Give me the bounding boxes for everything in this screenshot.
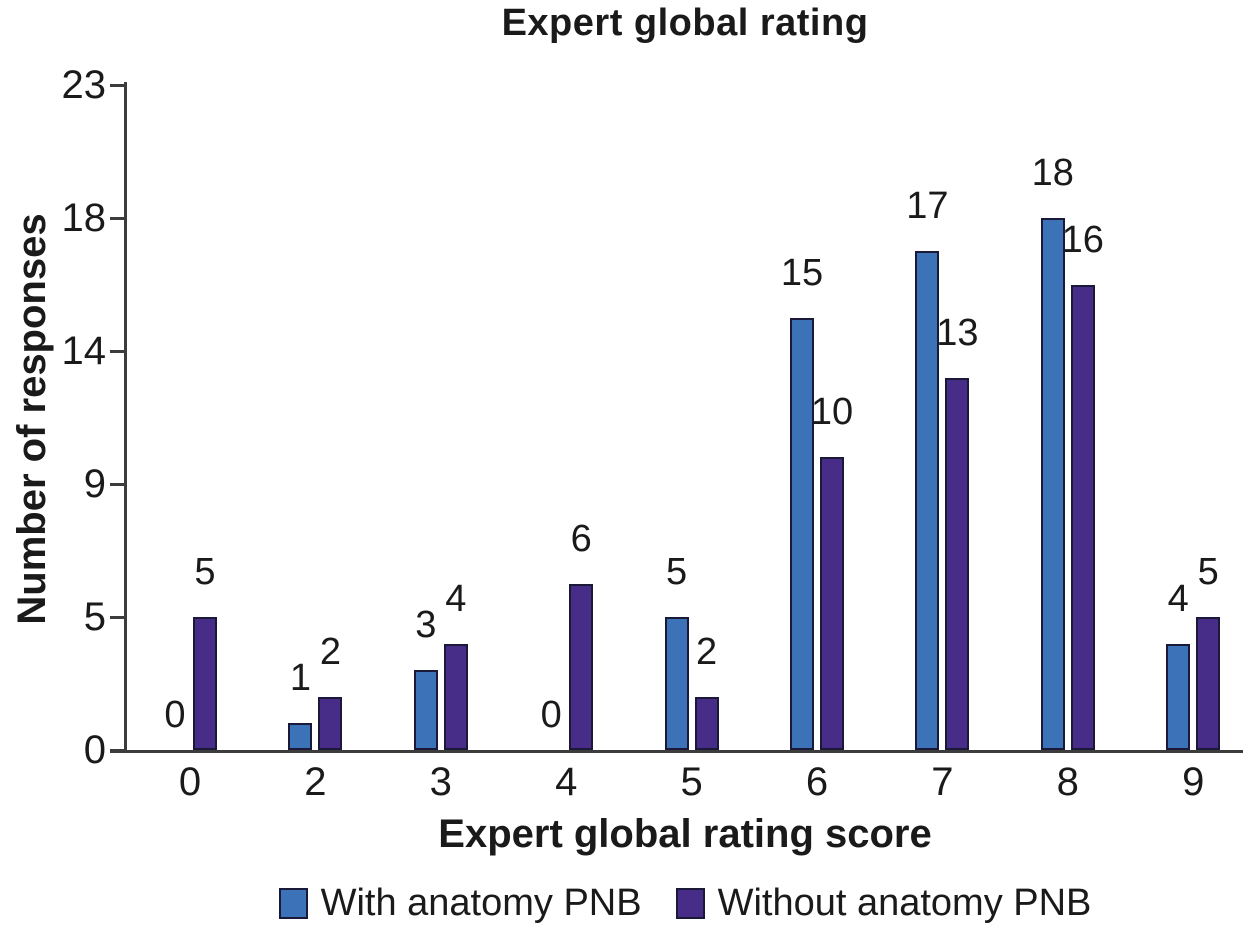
bar-value-label: 10 — [810, 391, 854, 434]
bar-value-label: 15 — [780, 251, 824, 294]
bar-value-label: 5 — [666, 551, 688, 593]
x-category-label: 9 — [1182, 760, 1205, 804]
bar-without-anatomy-pnb — [318, 696, 343, 750]
y-axis-title: Number of responses — [10, 213, 54, 625]
bar-value-label: 2 — [319, 630, 341, 673]
bar-value-label: 6 — [570, 517, 592, 560]
bar-value-label: 2 — [696, 630, 718, 673]
bar-with-anatomy-pnb — [664, 617, 689, 750]
y-tick-mark — [110, 616, 125, 619]
y-tick-label: 18 — [61, 196, 107, 240]
bar-with-anatomy-pnb — [1166, 643, 1191, 750]
bar-value-label: 5 — [1197, 551, 1219, 593]
legend-item-with-anatomy-pnb: With anatomy PNB — [278, 882, 642, 925]
x-category-label: 2 — [304, 760, 327, 804]
x-category-label: 5 — [680, 760, 703, 804]
bar-value-label: 0 — [540, 694, 562, 736]
bar-without-anatomy-pnb — [193, 617, 217, 750]
x-category-label: 7 — [931, 760, 954, 804]
x-axis-title: Expert global rating score — [438, 812, 932, 856]
bar-value-label: 3 — [415, 604, 437, 647]
y-tick-label: 14 — [61, 329, 107, 373]
y-tick-mark — [110, 217, 125, 220]
x-category-label: 4 — [555, 760, 578, 804]
x-category-label: 3 — [429, 760, 452, 804]
legend-swatch-with-anatomy-pnb — [278, 888, 308, 919]
bar-value-label: 5 — [194, 551, 216, 593]
y-axis-line — [124, 82, 127, 753]
bar-value-label: 13 — [936, 311, 979, 354]
bar-without-anatomy-pnb — [945, 377, 970, 750]
bar-with-anatomy-pnb — [915, 251, 940, 750]
bar-value-label: 18 — [1031, 152, 1074, 194]
y-tick-label: 5 — [83, 595, 106, 639]
bar-value-label: 16 — [1061, 218, 1104, 261]
legend-label-with-anatomy-pnb: With anatomy PNB — [320, 882, 642, 924]
bar-with-anatomy-pnb — [288, 723, 313, 750]
bar-value-label: 4 — [445, 577, 467, 620]
x-category-label: 8 — [1056, 760, 1079, 804]
y-tick-mark — [110, 749, 125, 752]
legend-swatch-without-anatomy-pnb — [675, 888, 705, 919]
chart-title: Expert global rating — [501, 2, 869, 44]
bar-value-label: 0 — [164, 694, 186, 736]
bar-without-anatomy-pnb — [1070, 284, 1095, 750]
bar-with-anatomy-pnb — [413, 670, 438, 750]
bar-without-anatomy-pnb — [1196, 617, 1221, 750]
bar-value-label: 4 — [1167, 577, 1189, 620]
y-tick-mark — [110, 84, 125, 87]
y-tick-label: 0 — [83, 728, 106, 772]
bar-without-anatomy-pnb — [820, 457, 844, 750]
bar-with-anatomy-pnb — [790, 317, 814, 750]
y-tick-mark — [110, 483, 125, 486]
x-category-label: 6 — [805, 760, 829, 804]
bar-without-anatomy-pnb — [694, 696, 719, 750]
legend-item-without-anatomy-pnb: Without anatomy PNB — [675, 882, 1092, 925]
bar-value-label: 1 — [289, 657, 311, 700]
x-axis-line — [110, 750, 1243, 753]
bar-value-label: 17 — [906, 185, 949, 228]
bar-without-anatomy-pnb — [569, 583, 594, 750]
legend-label-without-anatomy-pnb: Without anatomy PNB — [717, 882, 1092, 924]
y-tick-mark — [110, 350, 125, 353]
bar-without-anatomy-pnb — [443, 643, 468, 750]
y-tick-label: 9 — [83, 462, 106, 506]
bar-with-anatomy-pnb — [1040, 218, 1065, 750]
x-category-label: 0 — [178, 760, 202, 804]
y-tick-label: 23 — [61, 63, 107, 107]
legend: With anatomy PNB Without anatomy PNB — [127, 882, 1243, 925]
